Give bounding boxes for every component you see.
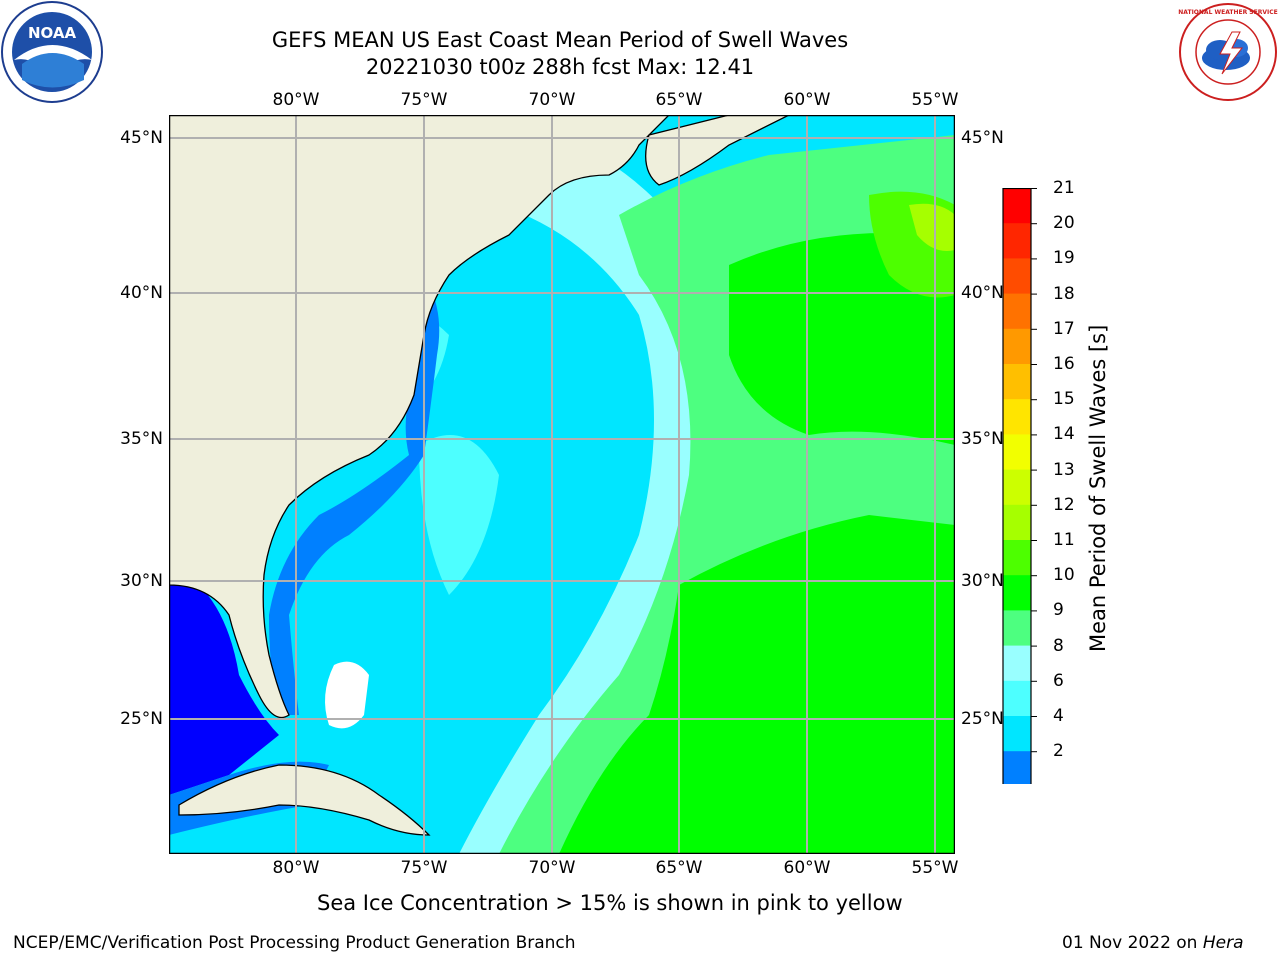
gulf-dark-blue bbox=[169, 585, 279, 795]
footer-machine: Hera bbox=[1202, 933, 1244, 953]
lon-label-bottom: 80°W bbox=[272, 858, 320, 878]
noaa-logo: NOAA bbox=[0, 0, 106, 106]
lat-label-right: 30°N bbox=[961, 571, 1004, 591]
colorbar-segment bbox=[1003, 293, 1031, 330]
colorbar-segment bbox=[1003, 188, 1031, 224]
lon-label-bottom: 70°W bbox=[528, 858, 576, 878]
lon-label-bottom: 55°W bbox=[911, 858, 959, 878]
lon-label-top: 80°W bbox=[272, 90, 320, 110]
colorbar-tick-label: 9 bbox=[1053, 600, 1064, 621]
colorbar-segment bbox=[1003, 504, 1031, 541]
lat-label-left: 25°N bbox=[120, 709, 163, 729]
lon-label-top: 60°W bbox=[783, 90, 831, 110]
swell-zone-2-4-coast bbox=[269, 285, 440, 715]
map-panel bbox=[169, 115, 955, 854]
land-cuba bbox=[178, 764, 431, 836]
lon-label-bottom: 65°W bbox=[655, 858, 703, 878]
nws-logo-text: NATIONAL WEATHER SERVICE bbox=[1178, 9, 1277, 16]
lon-label-bottom: 75°W bbox=[400, 858, 448, 878]
lat-label-left: 40°N bbox=[120, 283, 163, 303]
colorbar-tick-label: 18 bbox=[1053, 283, 1075, 304]
colorbar-segment bbox=[1003, 258, 1031, 295]
colorbar-segment bbox=[1003, 328, 1031, 365]
map-title: GEFS MEAN US East Coast Mean Period of S… bbox=[271, 28, 849, 52]
colorbar-tick-label: 14 bbox=[1053, 424, 1075, 445]
lat-label-left: 45°N bbox=[120, 128, 163, 148]
colorbar-tick-label: 19 bbox=[1053, 248, 1075, 269]
colorbar bbox=[1002, 188, 1038, 784]
lon-label-top: 65°W bbox=[655, 90, 703, 110]
lat-label-right: 45°N bbox=[961, 128, 1004, 148]
swell-zone-10-11-north bbox=[729, 233, 955, 445]
colorbar-tick-label: 13 bbox=[1053, 459, 1075, 480]
sea-ice-note: Sea Ice Concentration > 15% is shown in … bbox=[317, 891, 903, 915]
lat-label-right: 40°N bbox=[961, 283, 1004, 303]
nws-logo: NATIONAL WEATHER SERVICE bbox=[1176, 2, 1280, 106]
colorbar-tick-label: 10 bbox=[1053, 565, 1075, 586]
land-nova-scotia bbox=[645, 115, 790, 186]
lat-label-right: 35°N bbox=[961, 429, 1004, 449]
lat-label-right: 25°N bbox=[961, 709, 1004, 729]
map-frame bbox=[169, 115, 955, 854]
colorbar-segment bbox=[1003, 716, 1031, 752]
colorbar-tick-label: 15 bbox=[1053, 389, 1075, 410]
colorbar-tick-label: 12 bbox=[1053, 494, 1075, 515]
colorbar-segment bbox=[1003, 469, 1031, 506]
colorbar-tick-label: 8 bbox=[1053, 635, 1064, 656]
footer-date-line: 01 Nov 2022 on Hera bbox=[1062, 932, 1244, 954]
colorbar-label: Mean Period of Swell Waves [s] bbox=[1086, 324, 1110, 652]
colorbar-segment bbox=[1003, 645, 1031, 682]
colorbar-tick-label: 21 bbox=[1053, 178, 1075, 198]
land-us-east-coast bbox=[169, 115, 670, 719]
colorbar-tick-label: 4 bbox=[1053, 706, 1064, 726]
lon-label-bottom: 60°W bbox=[783, 858, 831, 878]
colorbar-segment bbox=[1003, 434, 1031, 471]
swell-zone-10-11-south bbox=[559, 515, 955, 854]
footer-date: 01 Nov 2022 on bbox=[1062, 933, 1198, 953]
swell-zone-12-13 bbox=[909, 203, 955, 251]
lon-label-top: 75°W bbox=[400, 90, 448, 110]
colorbar-segment bbox=[1003, 751, 1031, 784]
colorbar-tick-label: 20 bbox=[1053, 213, 1075, 234]
colorbar-tick-label: 16 bbox=[1053, 354, 1075, 374]
colorbar-tick-label: 2 bbox=[1053, 741, 1064, 762]
colorbar-segment bbox=[1003, 399, 1031, 435]
graticule bbox=[169, 115, 955, 854]
colorbar-segment bbox=[1003, 364, 1031, 400]
lon-label-top: 70°W bbox=[528, 90, 576, 110]
colorbar-frame bbox=[1002, 188, 1032, 784]
colorbar-tick-label: 11 bbox=[1053, 530, 1075, 550]
bahamas-white bbox=[325, 661, 369, 729]
colorbar-segment bbox=[1003, 223, 1031, 259]
colorbar-segment bbox=[1003, 610, 1031, 647]
colorbar-tick-label: 6 bbox=[1053, 670, 1064, 691]
lon-label-top: 55°W bbox=[911, 90, 959, 110]
map-subtitle: 20221030 t00z 288h fcst Max: 12.41 bbox=[365, 55, 755, 79]
lat-label-left: 30°N bbox=[120, 571, 163, 591]
colorbar-tick-label: 17 bbox=[1053, 318, 1075, 339]
swell-zone-6-8-a bbox=[419, 435, 499, 595]
colorbar-segment bbox=[1003, 540, 1031, 576]
colorbar-segment bbox=[1003, 575, 1031, 611]
lat-label-left: 35°N bbox=[120, 429, 163, 449]
colorbar-segment bbox=[1003, 680, 1031, 717]
noaa-logo-text: NOAA bbox=[28, 24, 77, 42]
credit-text: NCEP/EMC/Verification Post Processing Pr… bbox=[13, 933, 576, 953]
